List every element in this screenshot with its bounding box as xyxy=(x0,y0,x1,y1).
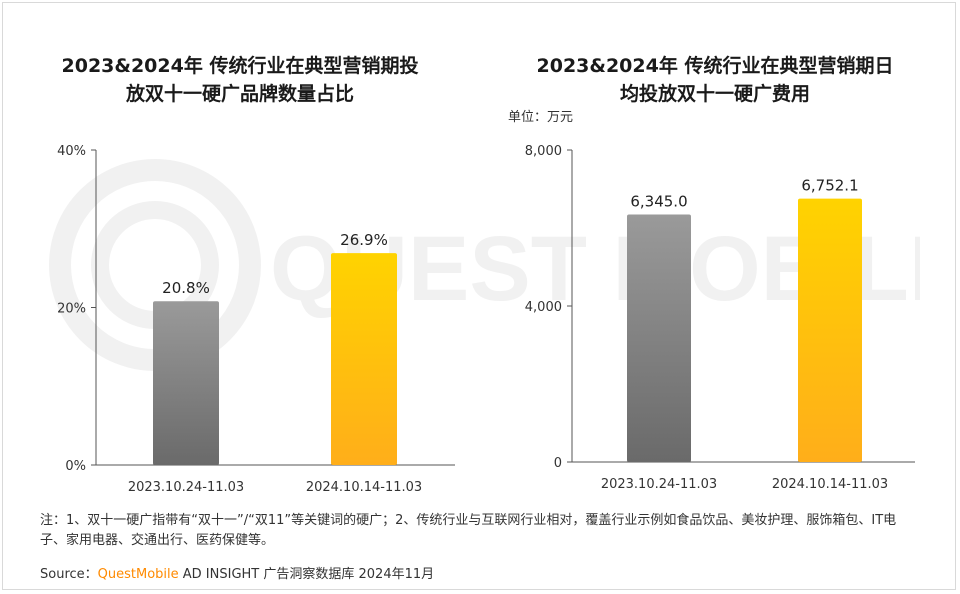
left-category-label: 2023.10.24-11.03 xyxy=(128,480,244,495)
left-chart-title-line1: 2023&2024年 传统行业在典型营销期投 xyxy=(61,55,419,77)
source-prefix: Source： xyxy=(40,567,98,582)
left-bar-1 xyxy=(153,301,219,465)
right-bar-2 xyxy=(798,198,862,463)
source-line: Source：QuestMobile AD INSIGHT 广告洞察数据库 20… xyxy=(40,563,434,582)
right-chart-title: 2023&2024年 传统行业在典型营销期日 均投放双十一硬广费用 xyxy=(505,52,925,108)
left-y-tick-label: 40% xyxy=(57,144,86,159)
left-y-tick-label: 0% xyxy=(65,459,86,474)
left-y-tick-label: 20% xyxy=(57,302,86,317)
right-chart-unit: 单位：万元 xyxy=(508,110,574,125)
left-category-label: 2024.10.14-11.03 xyxy=(306,480,422,495)
right-bar-value-label: 6,345.0 xyxy=(630,193,687,211)
left-bar-2 xyxy=(331,253,397,465)
right-chart-title-line1: 2023&2024年 传统行业在典型营销期日 xyxy=(536,55,894,77)
left-bar-value-label: 26.9% xyxy=(340,231,388,249)
right-y-tick-label: 4,000 xyxy=(525,300,562,315)
right-y-tick-label: 0 xyxy=(554,456,562,471)
source-suffix: AD INSIGHT 广告洞察数据库 2024年11月 xyxy=(178,567,435,582)
left-bar-value-label: 20.8% xyxy=(162,279,210,297)
right-chart-title-line2: 均投放双十一硬广费用 xyxy=(619,83,810,105)
right-category-label: 2023.10.24-11.03 xyxy=(601,477,717,492)
right-bar-1 xyxy=(627,214,691,462)
left-chart-title-line2: 放双十一硬广品牌数量占比 xyxy=(125,83,354,105)
right-y-tick-label: 8,000 xyxy=(525,144,562,159)
right-category-label: 2024.10.14-11.03 xyxy=(772,477,888,492)
footnote: 注：1、双十一硬广指带有“双十一”/“双11”等关键词的硬广；2、传统行业与互联… xyxy=(40,513,897,548)
source-brand: QuestMobile xyxy=(97,567,179,582)
left-chart-title: 2023&2024年 传统行业在典型营销期投 放双十一硬广品牌数量占比 xyxy=(30,52,450,108)
right-bar-value-label: 6,752.1 xyxy=(801,177,858,195)
